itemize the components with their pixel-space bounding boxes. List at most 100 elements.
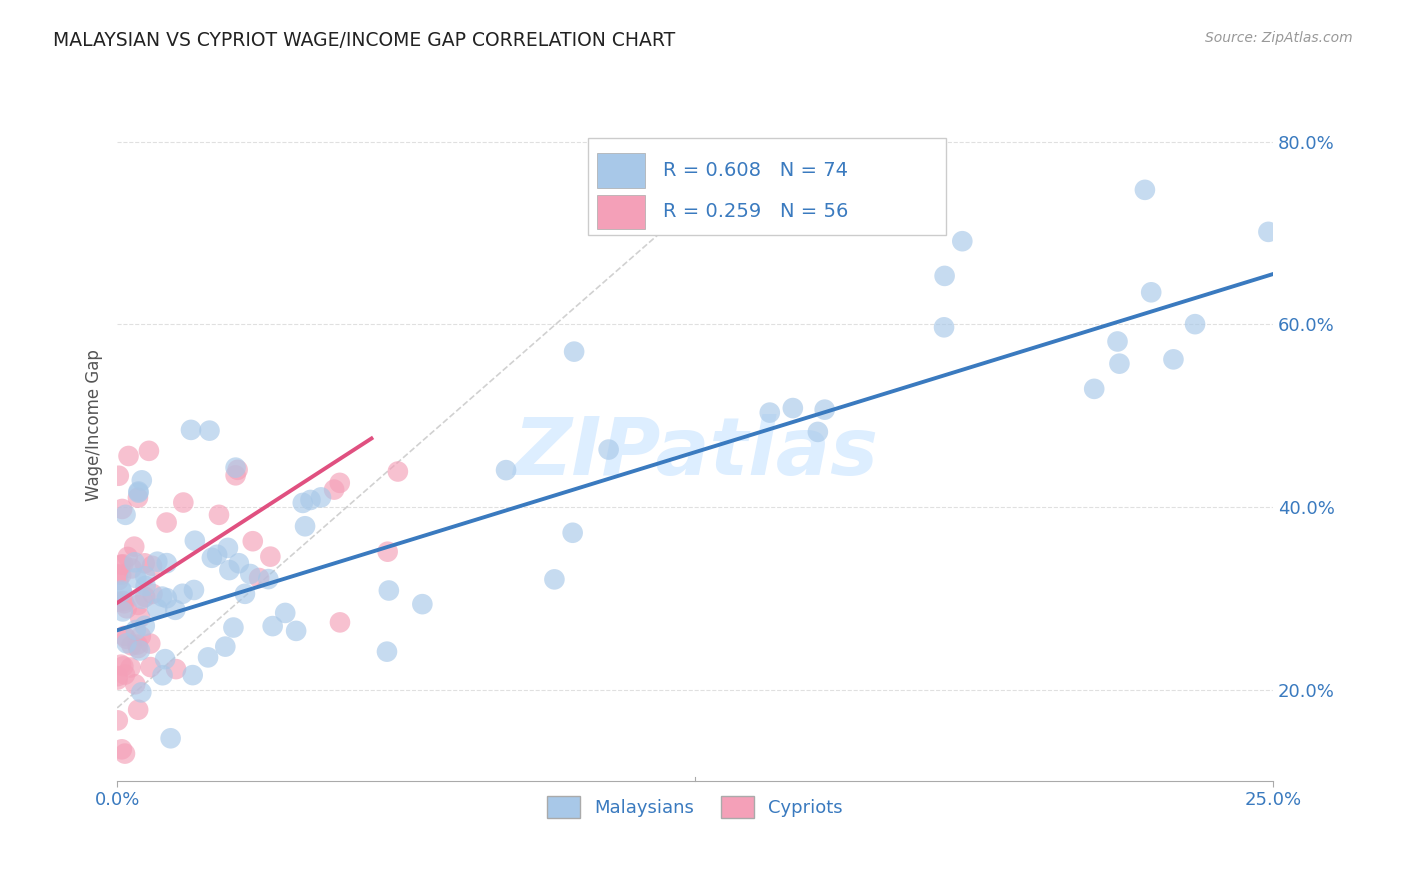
Point	[228, 556, 250, 570]
Point	[122, 540, 145, 554]
Point	[1133, 183, 1156, 197]
Point	[131, 474, 153, 488]
Point	[114, 747, 136, 761]
Point	[114, 508, 136, 522]
Point	[377, 544, 399, 558]
Point	[156, 516, 179, 530]
Point	[107, 468, 129, 483]
Point	[111, 502, 134, 516]
Point	[1163, 352, 1185, 367]
Point	[225, 460, 247, 475]
Point	[807, 425, 830, 439]
Point	[153, 652, 176, 666]
Point	[141, 558, 163, 573]
Point	[125, 623, 148, 637]
Point	[115, 601, 138, 615]
Point	[225, 468, 247, 483]
Point	[124, 677, 146, 691]
Point	[222, 621, 245, 635]
Text: R = 0.608   N = 74: R = 0.608 N = 74	[662, 161, 848, 180]
Point	[1257, 225, 1279, 239]
Point	[110, 558, 132, 572]
Point	[198, 424, 221, 438]
Point	[262, 619, 284, 633]
Point	[242, 534, 264, 549]
Point	[934, 268, 956, 283]
Point	[323, 483, 346, 497]
Point	[562, 344, 585, 359]
Point	[129, 629, 152, 643]
Point	[111, 742, 134, 756]
Point	[141, 587, 163, 601]
Point	[285, 624, 308, 638]
Point	[561, 525, 583, 540]
Point	[814, 402, 837, 417]
Point	[411, 597, 433, 611]
Point	[114, 667, 136, 681]
Point	[932, 320, 955, 334]
Point	[107, 573, 129, 587]
Point	[146, 601, 169, 615]
Point	[217, 541, 239, 555]
Point	[291, 496, 314, 510]
Point	[112, 596, 135, 610]
Point	[375, 645, 398, 659]
Point	[134, 569, 156, 583]
Point	[309, 491, 332, 505]
Point	[129, 610, 152, 624]
Point	[257, 572, 280, 586]
Point	[111, 583, 134, 598]
Point	[214, 640, 236, 654]
Text: ZIPatlas: ZIPatlas	[513, 414, 877, 492]
Point	[205, 548, 228, 562]
Point	[180, 423, 202, 437]
Point	[218, 563, 240, 577]
FancyBboxPatch shape	[598, 153, 645, 187]
Point	[134, 619, 156, 633]
Point	[156, 556, 179, 570]
Point	[139, 660, 162, 674]
Point	[387, 465, 409, 479]
Point	[110, 657, 132, 672]
Point	[134, 590, 156, 604]
Point	[259, 549, 281, 564]
Text: MALAYSIAN VS CYPRIOT WAGE/INCOME GAP CORRELATION CHART: MALAYSIAN VS CYPRIOT WAGE/INCOME GAP COR…	[53, 31, 676, 50]
Point	[127, 703, 149, 717]
Point	[112, 594, 135, 608]
Text: Source: ZipAtlas.com: Source: ZipAtlas.com	[1205, 31, 1353, 45]
Point	[274, 606, 297, 620]
Point	[112, 629, 135, 643]
Point	[107, 567, 129, 582]
Point	[120, 660, 142, 674]
Point	[247, 571, 270, 585]
Point	[135, 579, 157, 593]
Point	[156, 591, 179, 606]
Point	[111, 604, 134, 618]
Point	[107, 714, 129, 728]
Point	[107, 594, 129, 608]
Point	[107, 673, 129, 687]
Point	[139, 636, 162, 650]
Point	[329, 615, 352, 630]
Point	[125, 571, 148, 585]
Point	[1107, 334, 1129, 349]
Point	[129, 643, 152, 657]
Point	[543, 573, 565, 587]
Point	[127, 598, 149, 612]
Point	[107, 669, 129, 683]
Y-axis label: Wage/Income Gap: Wage/Income Gap	[86, 349, 103, 500]
Point	[117, 449, 139, 463]
Point	[127, 485, 149, 500]
Point	[782, 401, 804, 415]
Legend: Malaysians, Cypriots: Malaysians, Cypriots	[540, 789, 851, 825]
Point	[495, 463, 517, 477]
Point	[131, 591, 153, 606]
Text: R = 0.259   N = 56: R = 0.259 N = 56	[662, 202, 848, 221]
Point	[226, 463, 249, 477]
Point	[294, 519, 316, 533]
Point	[117, 549, 139, 564]
Point	[758, 406, 780, 420]
Point	[172, 587, 194, 601]
Point	[159, 731, 181, 746]
Point	[165, 603, 187, 617]
